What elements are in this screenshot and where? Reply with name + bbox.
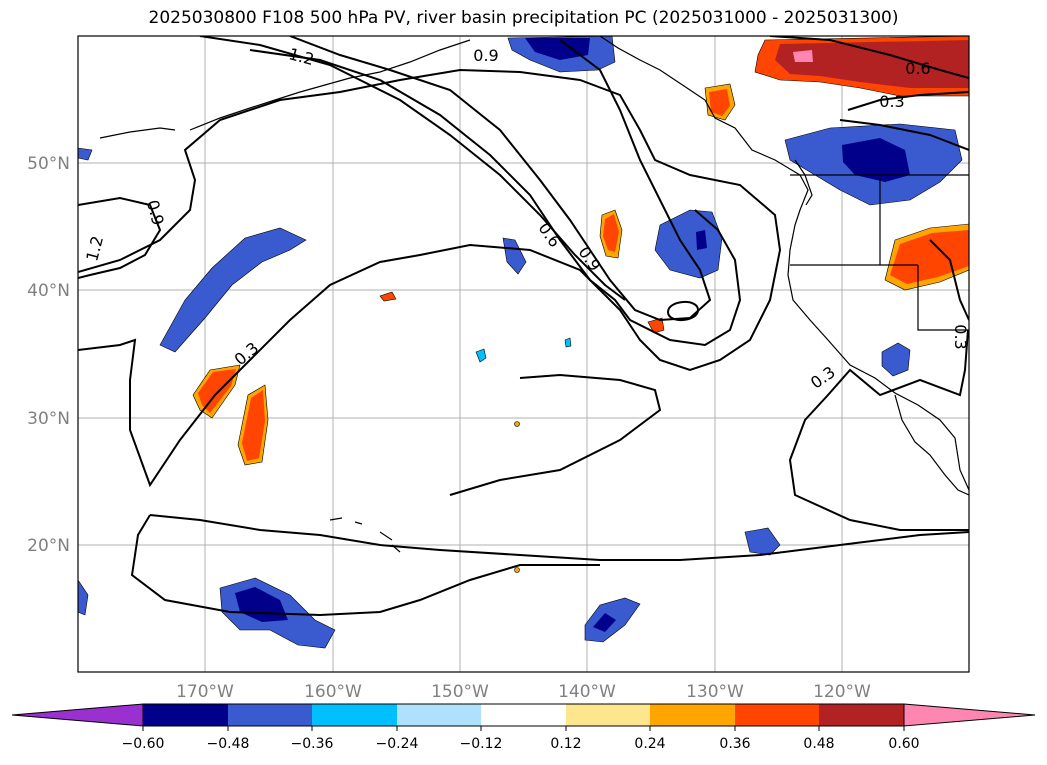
colorbar: −0.60 −0.48 −0.36 −0.24 −0.12 0.12 0.24 … [11, 703, 1036, 752]
colorbar-tick-label: 0.48 [803, 736, 834, 752]
contour-label: 0.3 [951, 324, 970, 349]
colorbar-seg [228, 704, 312, 726]
lat-label: 20°N [27, 536, 70, 556]
lon-label: 120°W [813, 682, 871, 702]
coastlines [99, 36, 969, 553]
colorbar-tick-label: −0.12 [460, 736, 503, 752]
lat-label: 40°N [27, 281, 70, 301]
lon-label: 160°W [304, 682, 362, 702]
colorbar-seg [481, 704, 566, 726]
colorbar-tick-label: −0.60 [122, 736, 165, 752]
contour-label: 0.6 [534, 219, 564, 251]
colorbar-seg [312, 704, 397, 726]
colorbar-tick-label: 0.60 [888, 736, 919, 752]
colorbar-seg [819, 704, 904, 726]
colorbar-tick-label: 0.12 [550, 736, 581, 752]
colorbar-seg [566, 704, 650, 726]
colorbar-extend-low [11, 703, 144, 727]
contour-label: 0.6 [905, 59, 930, 78]
colorbar-tick-label: −0.48 [207, 736, 250, 752]
lon-label: 170°W [176, 682, 234, 702]
colorbar-extend-high [903, 703, 1036, 727]
lat-labels: 50°N 40°N 30°N 20°N [27, 154, 70, 556]
colorbar-tick-label: −0.36 [291, 736, 334, 752]
map-title: 2025030800 F108 500 hPa PV, river basin … [148, 8, 899, 28]
lat-label: 30°N [27, 409, 70, 429]
lon-label: 130°W [686, 682, 744, 702]
colorbar-seg [650, 704, 735, 726]
colorbar-tick-label: −0.24 [376, 736, 419, 752]
lat-label: 50°N [27, 154, 70, 174]
colorbar-tick-label: 0.36 [719, 736, 750, 752]
plot-frame [77, 35, 970, 673]
lon-label: 150°W [431, 682, 489, 702]
colorbar-seg [143, 704, 228, 726]
lon-labels: 170°W 160°W 150°W 140°W 130°W 120°W [176, 682, 871, 702]
pv-contours [78, 36, 969, 617]
lon-label: 140°W [558, 682, 616, 702]
colorbar-seg [735, 704, 819, 726]
contour-label: 0.3 [879, 92, 904, 111]
contour-label: 0.9 [143, 198, 168, 228]
contour-label: 1.2 [287, 44, 317, 69]
contour-label: 0.3 [231, 338, 263, 369]
contour-labels: 1.2 0.9 0.9 1.2 0.3 0.6 0.9 0.6 0.3 0.3 … [82, 44, 970, 392]
colorbar-tick-label: 0.24 [634, 736, 665, 752]
contour-label: 0.9 [473, 46, 498, 65]
contour-label: 1.2 [82, 234, 107, 264]
colorbar-seg [397, 704, 481, 726]
